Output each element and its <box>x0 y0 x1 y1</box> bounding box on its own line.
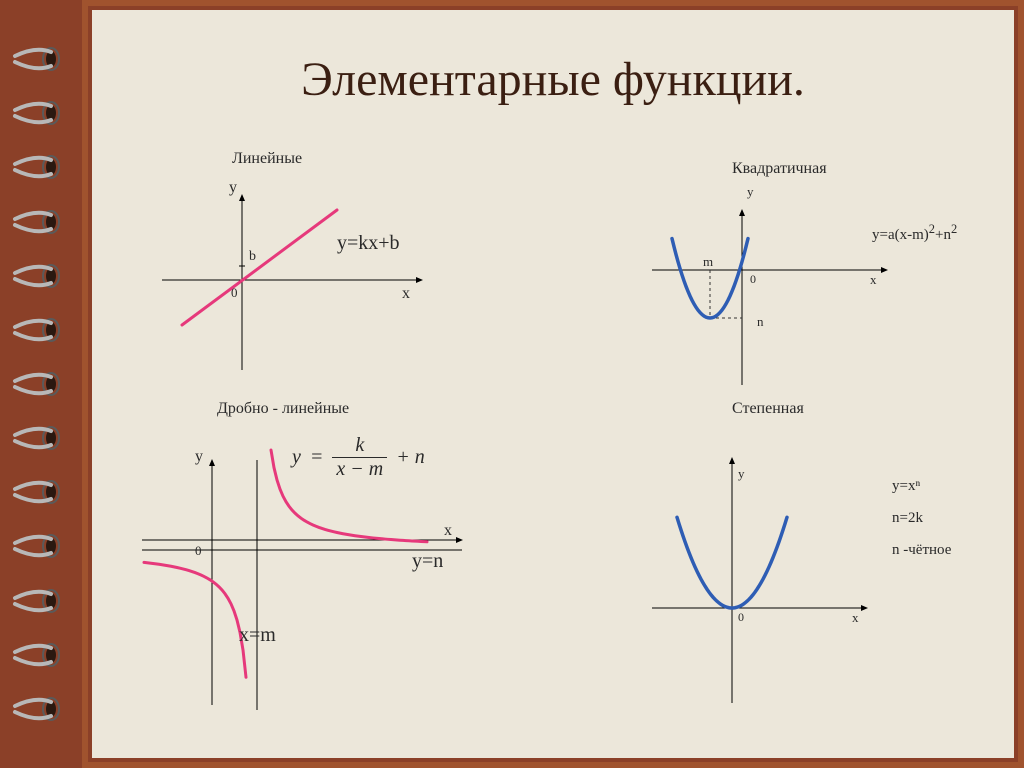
spiral-binding <box>0 0 82 768</box>
linear-b-label: b <box>249 249 256 265</box>
chart-area: Линейные y b 0 x y=kx+b Квадратичная y m… <box>112 150 994 738</box>
quadratic-svg <box>562 180 992 400</box>
chart-quadratic: Квадратичная y m 0 x n y=a(x-m)2+n2 <box>562 150 992 410</box>
slide-frame: Элементарные функции. Линейные y b 0 x y… <box>82 0 1024 768</box>
pow-x-label: x <box>852 610 859 626</box>
quad-y-label: y <box>747 184 754 200</box>
rat-x-label: x <box>444 522 452 540</box>
linear-svg <box>122 170 542 400</box>
power-formula-1: y=xⁿ <box>892 478 920 495</box>
quad-x-label: x <box>870 272 877 288</box>
linear-caption: Линейные <box>232 150 302 168</box>
power-formula-2: n=2k <box>892 510 923 527</box>
rational-caption: Дробно - линейные <box>217 400 349 418</box>
quad-m-label: m <box>703 254 713 270</box>
chart-linear: Линейные y b 0 x y=kx+b <box>122 150 542 410</box>
power-formula-3: n -чётное <box>892 542 951 559</box>
linear-y-label: y <box>229 179 237 197</box>
rat-y-label: y <box>195 448 203 466</box>
power-caption: Степенная <box>732 400 804 418</box>
pow-y-label: y <box>738 466 745 482</box>
pow-0-label: 0 <box>738 610 744 625</box>
quad-n-label: n <box>757 314 764 330</box>
slide: Элементарные функции. Линейные y b 0 x y… <box>92 10 1014 758</box>
linear-formula: y=kx+b <box>337 232 400 255</box>
slide-title: Элементарные функции. <box>92 52 1014 107</box>
rat-asym-h: y=n <box>412 550 443 573</box>
rational-formula: y = k x − m + n <box>292 434 425 481</box>
quad-0-label: 0 <box>750 272 756 287</box>
quadratic-formula: y=a(x-m)2+n2 <box>872 222 957 244</box>
rat-asym-v: x=m <box>239 624 276 647</box>
linear-0-label: 0 <box>231 285 238 301</box>
chart-rational: Дробно - линейные y 0 x y=n x=m y = k x … <box>122 400 542 720</box>
rat-0-label: 0 <box>195 543 202 559</box>
power-svg <box>562 428 992 718</box>
quadratic-caption: Квадратичная <box>732 160 827 178</box>
chart-power: Степенная y 0 x y=xⁿ n=2k n -чётное <box>562 400 992 720</box>
linear-x-label: x <box>402 285 410 303</box>
